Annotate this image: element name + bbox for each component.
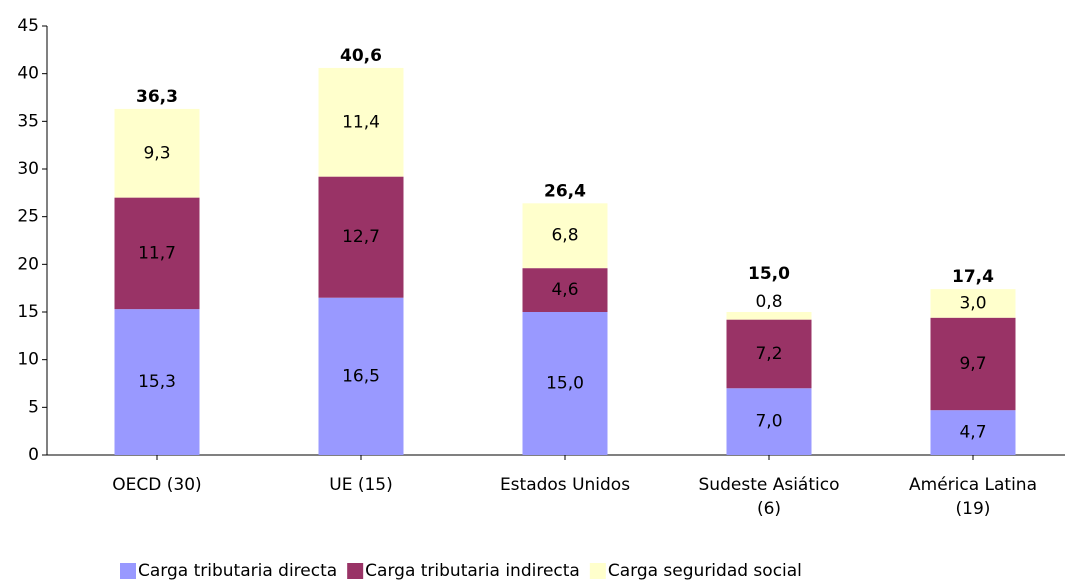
bar-segment <box>726 388 812 455</box>
legend-swatch <box>120 563 136 579</box>
total-label: 17,4 <box>952 267 994 287</box>
value-label: 9,3 <box>143 143 170 163</box>
legend-label: Carga seguridad social <box>608 561 802 581</box>
y-tick-label: 5 <box>28 397 39 417</box>
legend-label: Carga tributaria indirecta <box>365 561 580 581</box>
y-tick-label: 40 <box>17 64 39 84</box>
value-label: 6,8 <box>551 226 578 246</box>
y-tick-label: 25 <box>17 207 39 227</box>
value-label: 16,5 <box>342 366 380 386</box>
value-label: 7,2 <box>755 344 782 364</box>
value-label: 12,7 <box>342 227 380 247</box>
bar-segment <box>726 312 812 320</box>
value-label: 3,0 <box>959 293 986 313</box>
bar-segment <box>930 410 1016 455</box>
y-tick-label: 35 <box>17 111 39 131</box>
value-label: 15,0 <box>546 374 584 394</box>
x-tick-label: (19) <box>956 499 991 519</box>
bar-segment <box>522 203 608 269</box>
legend-label: Carga tributaria directa <box>138 561 337 581</box>
bar-segment <box>930 289 1016 318</box>
value-label: 11,4 <box>342 112 380 132</box>
legend-swatch <box>347 563 364 579</box>
y-tick-label: 0 <box>28 445 39 465</box>
y-tick-label: 45 <box>17 16 39 36</box>
bar-segment <box>318 176 404 298</box>
bar-segment <box>114 197 200 310</box>
bar-segment <box>930 317 1016 411</box>
y-tick-label: 20 <box>17 254 39 274</box>
value-label: 4,6 <box>551 280 578 300</box>
total-label: 36,3 <box>136 87 178 107</box>
legend-swatch <box>589 563 606 579</box>
bar-segment <box>114 309 200 455</box>
value-label: 9,7 <box>959 354 986 374</box>
x-tick-label: Estados Unidos <box>500 475 630 495</box>
bar-segment <box>522 312 608 455</box>
bar-segment <box>318 297 404 455</box>
x-tick-label: OECD (30) <box>112 475 201 495</box>
total-label: 26,4 <box>544 181 586 201</box>
y-tick-label: 15 <box>17 302 39 322</box>
x-tick-label: Sudeste Asiático <box>699 475 840 495</box>
value-label: 0,8 <box>755 292 782 312</box>
value-label: 15,3 <box>138 372 176 392</box>
total-label: 15,0 <box>748 264 790 284</box>
value-label: 4,7 <box>959 423 986 443</box>
x-tick-label: (6) <box>757 499 781 519</box>
x-tick-label: UE (15) <box>329 475 392 495</box>
value-label: 7,0 <box>755 412 782 432</box>
y-tick-label: 10 <box>17 350 39 370</box>
bar-segment <box>318 67 404 177</box>
bar-segment <box>522 268 608 312</box>
total-label: 40,6 <box>340 46 382 66</box>
y-tick-label: 30 <box>17 159 39 179</box>
bar-segment <box>726 319 812 389</box>
x-tick-label: América Latina <box>909 475 1037 495</box>
bar-segment <box>114 108 200 198</box>
value-label: 11,7 <box>138 243 176 263</box>
